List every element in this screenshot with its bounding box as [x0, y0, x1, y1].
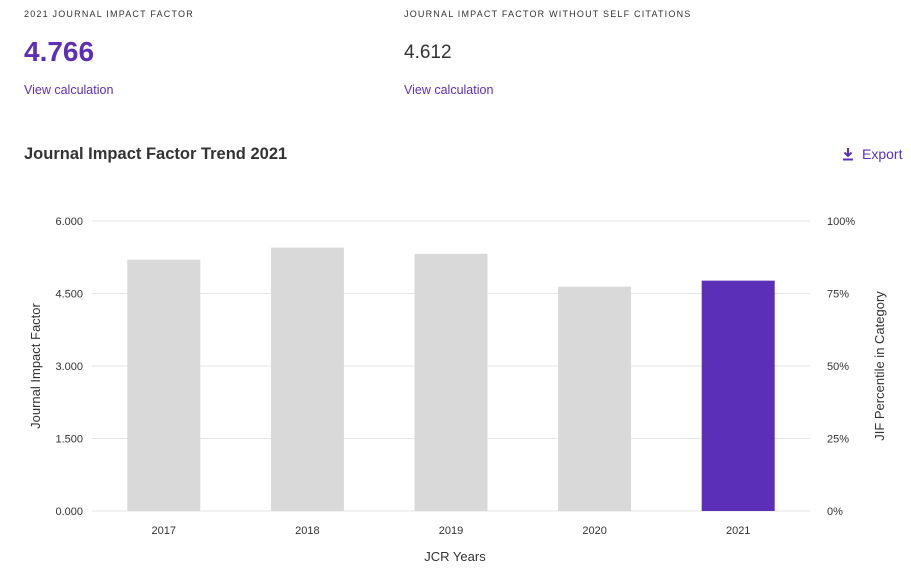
chart-title: Journal Impact Factor Trend 2021 — [24, 145, 288, 163]
x-tick-label: 2018 — [295, 525, 319, 537]
jif-without-self-citations-view-calculation-link[interactable]: View calculation — [404, 83, 494, 97]
y-tick-label: 6.000 — [55, 216, 83, 228]
y2-tick-label: 0% — [827, 506, 843, 518]
y2-tick-label: 50% — [827, 361, 849, 373]
x-tick-label: 2017 — [152, 525, 176, 537]
jif-without-self-citations-value: 4.612 — [404, 42, 452, 63]
download-icon — [842, 147, 854, 161]
y2-axis-label: JIF Percentile in Category — [872, 291, 887, 441]
jif-without-self-citations-label: JOURNAL IMPACT FACTOR WITHOUT SELF CITAT… — [404, 9, 692, 19]
jif-trend-chart: 0.000 0% 1.500 25% 3.000 50% 4.500 75% 6.000 100%… — [28, 216, 887, 564]
x-tick-label: 2020 — [582, 525, 606, 537]
bar-2018 — [270, 247, 344, 512]
x-axis-label: JCR Years — [424, 549, 486, 564]
y-axis-label: Journal Impact Factor — [28, 302, 43, 428]
export-label: Export — [862, 146, 903, 162]
jif-label: 2021 JOURNAL IMPACT FACTOR — [24, 9, 194, 19]
y-tick-label: 4.500 — [55, 289, 83, 301]
bar-2020 — [558, 286, 632, 511]
y-tick-label: 0.000 — [55, 506, 83, 518]
y2-tick-label: 100% — [827, 216, 855, 228]
y-tick-label: 3.000 — [55, 361, 83, 373]
bar-2017 — [127, 259, 201, 511]
jif-view-calculation-link[interactable]: View calculation — [24, 83, 114, 97]
y-tick-label: 1.500 — [55, 434, 83, 446]
bar-2021 — [701, 280, 775, 511]
x-tick-label: 2021 — [726, 525, 750, 537]
x-tick-label: 2019 — [439, 525, 463, 537]
bar-2019 — [414, 253, 488, 511]
y2-tick-label: 75% — [827, 289, 849, 301]
y2-tick-label: 25% — [827, 434, 849, 446]
export-button[interactable]: Export — [842, 146, 902, 162]
jif-value: 4.766 — [24, 36, 95, 67]
